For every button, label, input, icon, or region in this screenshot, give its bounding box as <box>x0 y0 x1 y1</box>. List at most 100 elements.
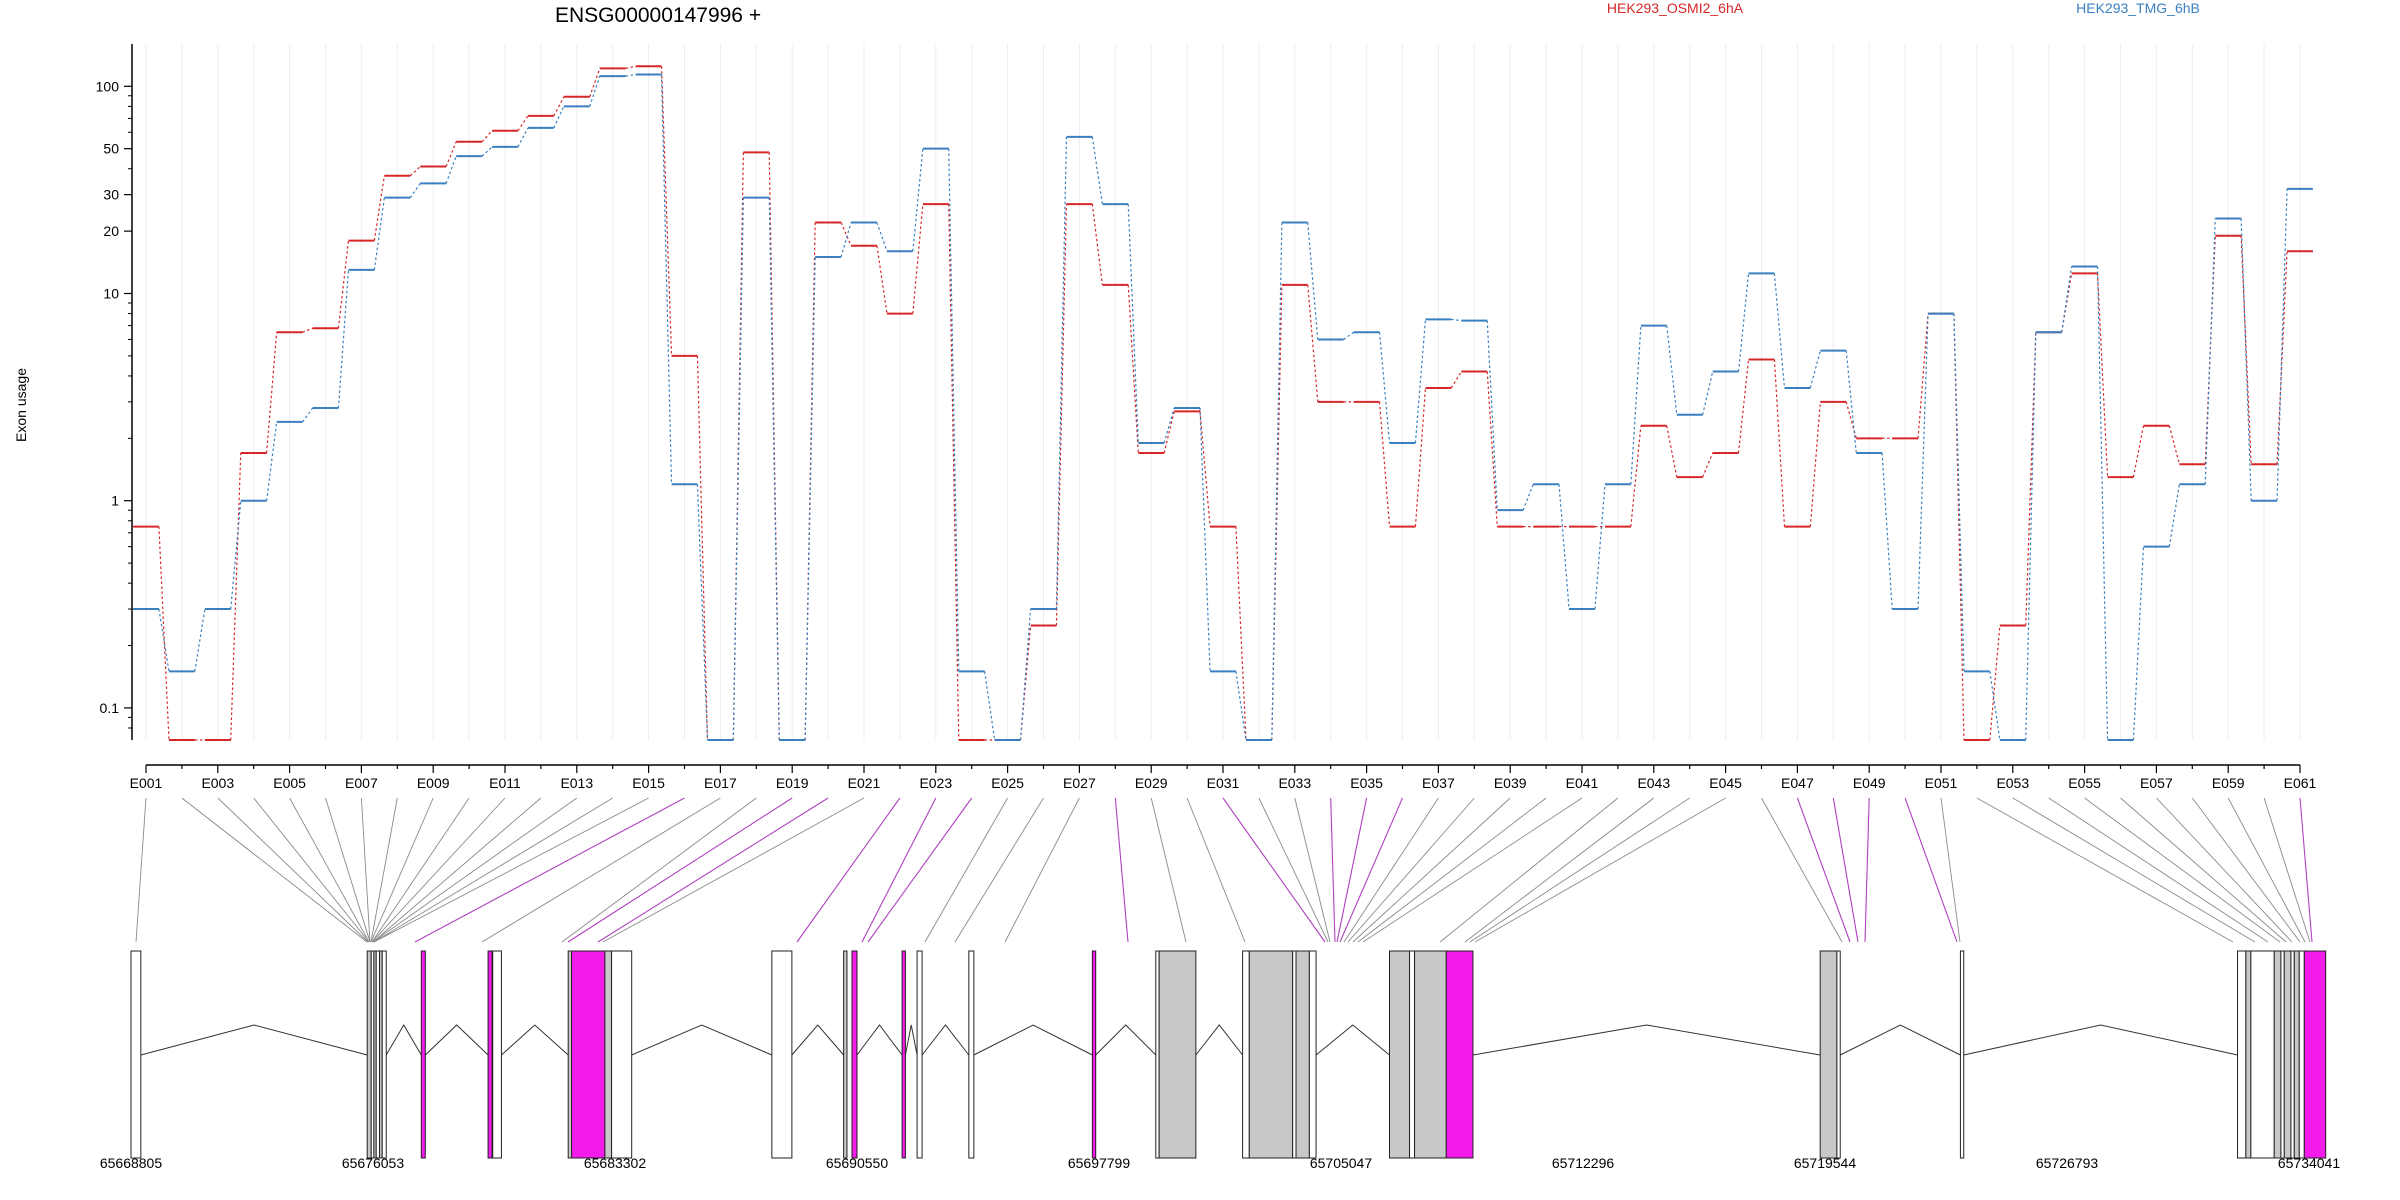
exon-connector <box>1357 797 1547 943</box>
series-connector <box>481 130 493 143</box>
exon-block <box>2303 950 2327 1159</box>
series-connector <box>1199 408 1211 672</box>
series-connector <box>1809 350 1821 389</box>
x-tick-label: E045 <box>1709 775 1742 791</box>
exon-connector <box>1150 797 1187 943</box>
exon-connector <box>1864 797 1870 943</box>
exon-connector <box>567 797 793 943</box>
x-tick-label: E003 <box>201 775 234 791</box>
series-connector <box>2204 218 2216 485</box>
series-connector <box>840 222 852 258</box>
series-connector <box>1594 484 1606 610</box>
axes-layer <box>131 44 2300 766</box>
intron-line <box>1963 1024 2238 1056</box>
exon-connector <box>1294 797 1331 943</box>
series-connector <box>2025 332 2037 626</box>
exon-connector <box>1352 797 1511 943</box>
x-tick-label: E055 <box>2068 775 2101 791</box>
exon-connector <box>2263 797 2311 943</box>
series-connector <box>1845 350 1857 454</box>
series-connector <box>517 127 529 148</box>
exon-block <box>851 950 858 1159</box>
exon-block <box>604 950 613 1159</box>
exon-block <box>843 950 848 1159</box>
x-tick-label: E001 <box>130 775 163 791</box>
exon-block <box>1158 950 1197 1159</box>
exon-block <box>1292 950 1297 1159</box>
exon-connector <box>1339 797 1404 943</box>
exon-connector <box>2084 797 2281 943</box>
exon-block <box>381 950 387 1159</box>
chart-title: ENSG00000147996 + <box>555 4 761 27</box>
exon-block <box>2237 950 2247 1159</box>
series-connector <box>517 115 529 132</box>
series-connector <box>1163 407 1175 444</box>
series-connector <box>1737 273 1750 372</box>
series-connector <box>337 269 350 409</box>
exon-connector <box>1343 797 1439 943</box>
series-connector <box>1486 320 1498 511</box>
exon-block <box>1389 950 1411 1159</box>
exon-connector <box>1976 797 2234 943</box>
series-connector <box>1271 284 1283 741</box>
intron-line <box>1315 1024 1390 1056</box>
series-connector <box>589 75 601 107</box>
exon-block <box>901 950 906 1159</box>
series-connector <box>445 141 457 167</box>
exon-connector <box>414 797 685 943</box>
exon-block <box>1414 950 1447 1159</box>
x-tick-label: E035 <box>1350 775 1383 791</box>
exon-block <box>420 950 426 1159</box>
genomic-coordinate-label: 65676053 <box>342 1155 405 1171</box>
series-connector <box>732 197 744 741</box>
series-connector <box>625 65 636 69</box>
exon-connector <box>1347 797 1475 943</box>
series-connector <box>1019 625 1032 741</box>
exon-block <box>2298 950 2305 1159</box>
series-connector <box>984 671 996 741</box>
series-connector <box>1019 608 1032 741</box>
exon-connector <box>1940 797 1961 943</box>
series-connector <box>1414 387 1427 527</box>
series-connector <box>840 222 852 246</box>
series-connector <box>768 197 780 741</box>
series-connector <box>625 73 636 77</box>
exon-connector <box>867 797 973 943</box>
series-connector <box>2096 266 2109 741</box>
series-connector <box>553 106 565 129</box>
series-connector <box>660 66 673 356</box>
intron-line <box>501 1024 569 1056</box>
x-tick-label: E031 <box>1207 775 1240 791</box>
series-connector <box>1091 136 1103 205</box>
genomic-coordinate-label: 65726793 <box>2036 1155 2099 1171</box>
exon-block <box>1836 950 1841 1159</box>
exon-block <box>487 950 493 1159</box>
intron-line <box>140 1024 368 1056</box>
series-connector <box>1378 332 1391 443</box>
series-layer <box>133 65 2313 741</box>
series-connector <box>373 197 385 270</box>
exon-block <box>771 950 793 1159</box>
intron-line <box>385 1024 422 1056</box>
x-tick-label: E019 <box>776 775 809 791</box>
series-connector <box>1055 204 1068 626</box>
x-tick-label: E049 <box>1853 775 1886 791</box>
exon-connector <box>1469 797 1690 943</box>
exon-block <box>1409 950 1416 1159</box>
genomic-coordinate-label: 65697799 <box>1068 1155 1131 1171</box>
gene-model <box>130 950 2327 1159</box>
y-tick-label: 1 <box>111 493 119 509</box>
genomic-coordinate-label: 65734041 <box>2278 1155 2341 1171</box>
exon-block <box>2280 950 2285 1159</box>
series-connector <box>1486 371 1498 527</box>
series-connector <box>2132 546 2145 741</box>
series-connector <box>1953 313 1965 741</box>
exon-connector <box>561 797 757 943</box>
series-connector <box>158 608 170 672</box>
exon-connector <box>370 797 434 943</box>
series-connector <box>589 68 601 97</box>
series-connector <box>2276 188 2288 501</box>
series-connector <box>804 256 816 741</box>
exon-connector <box>289 797 370 943</box>
